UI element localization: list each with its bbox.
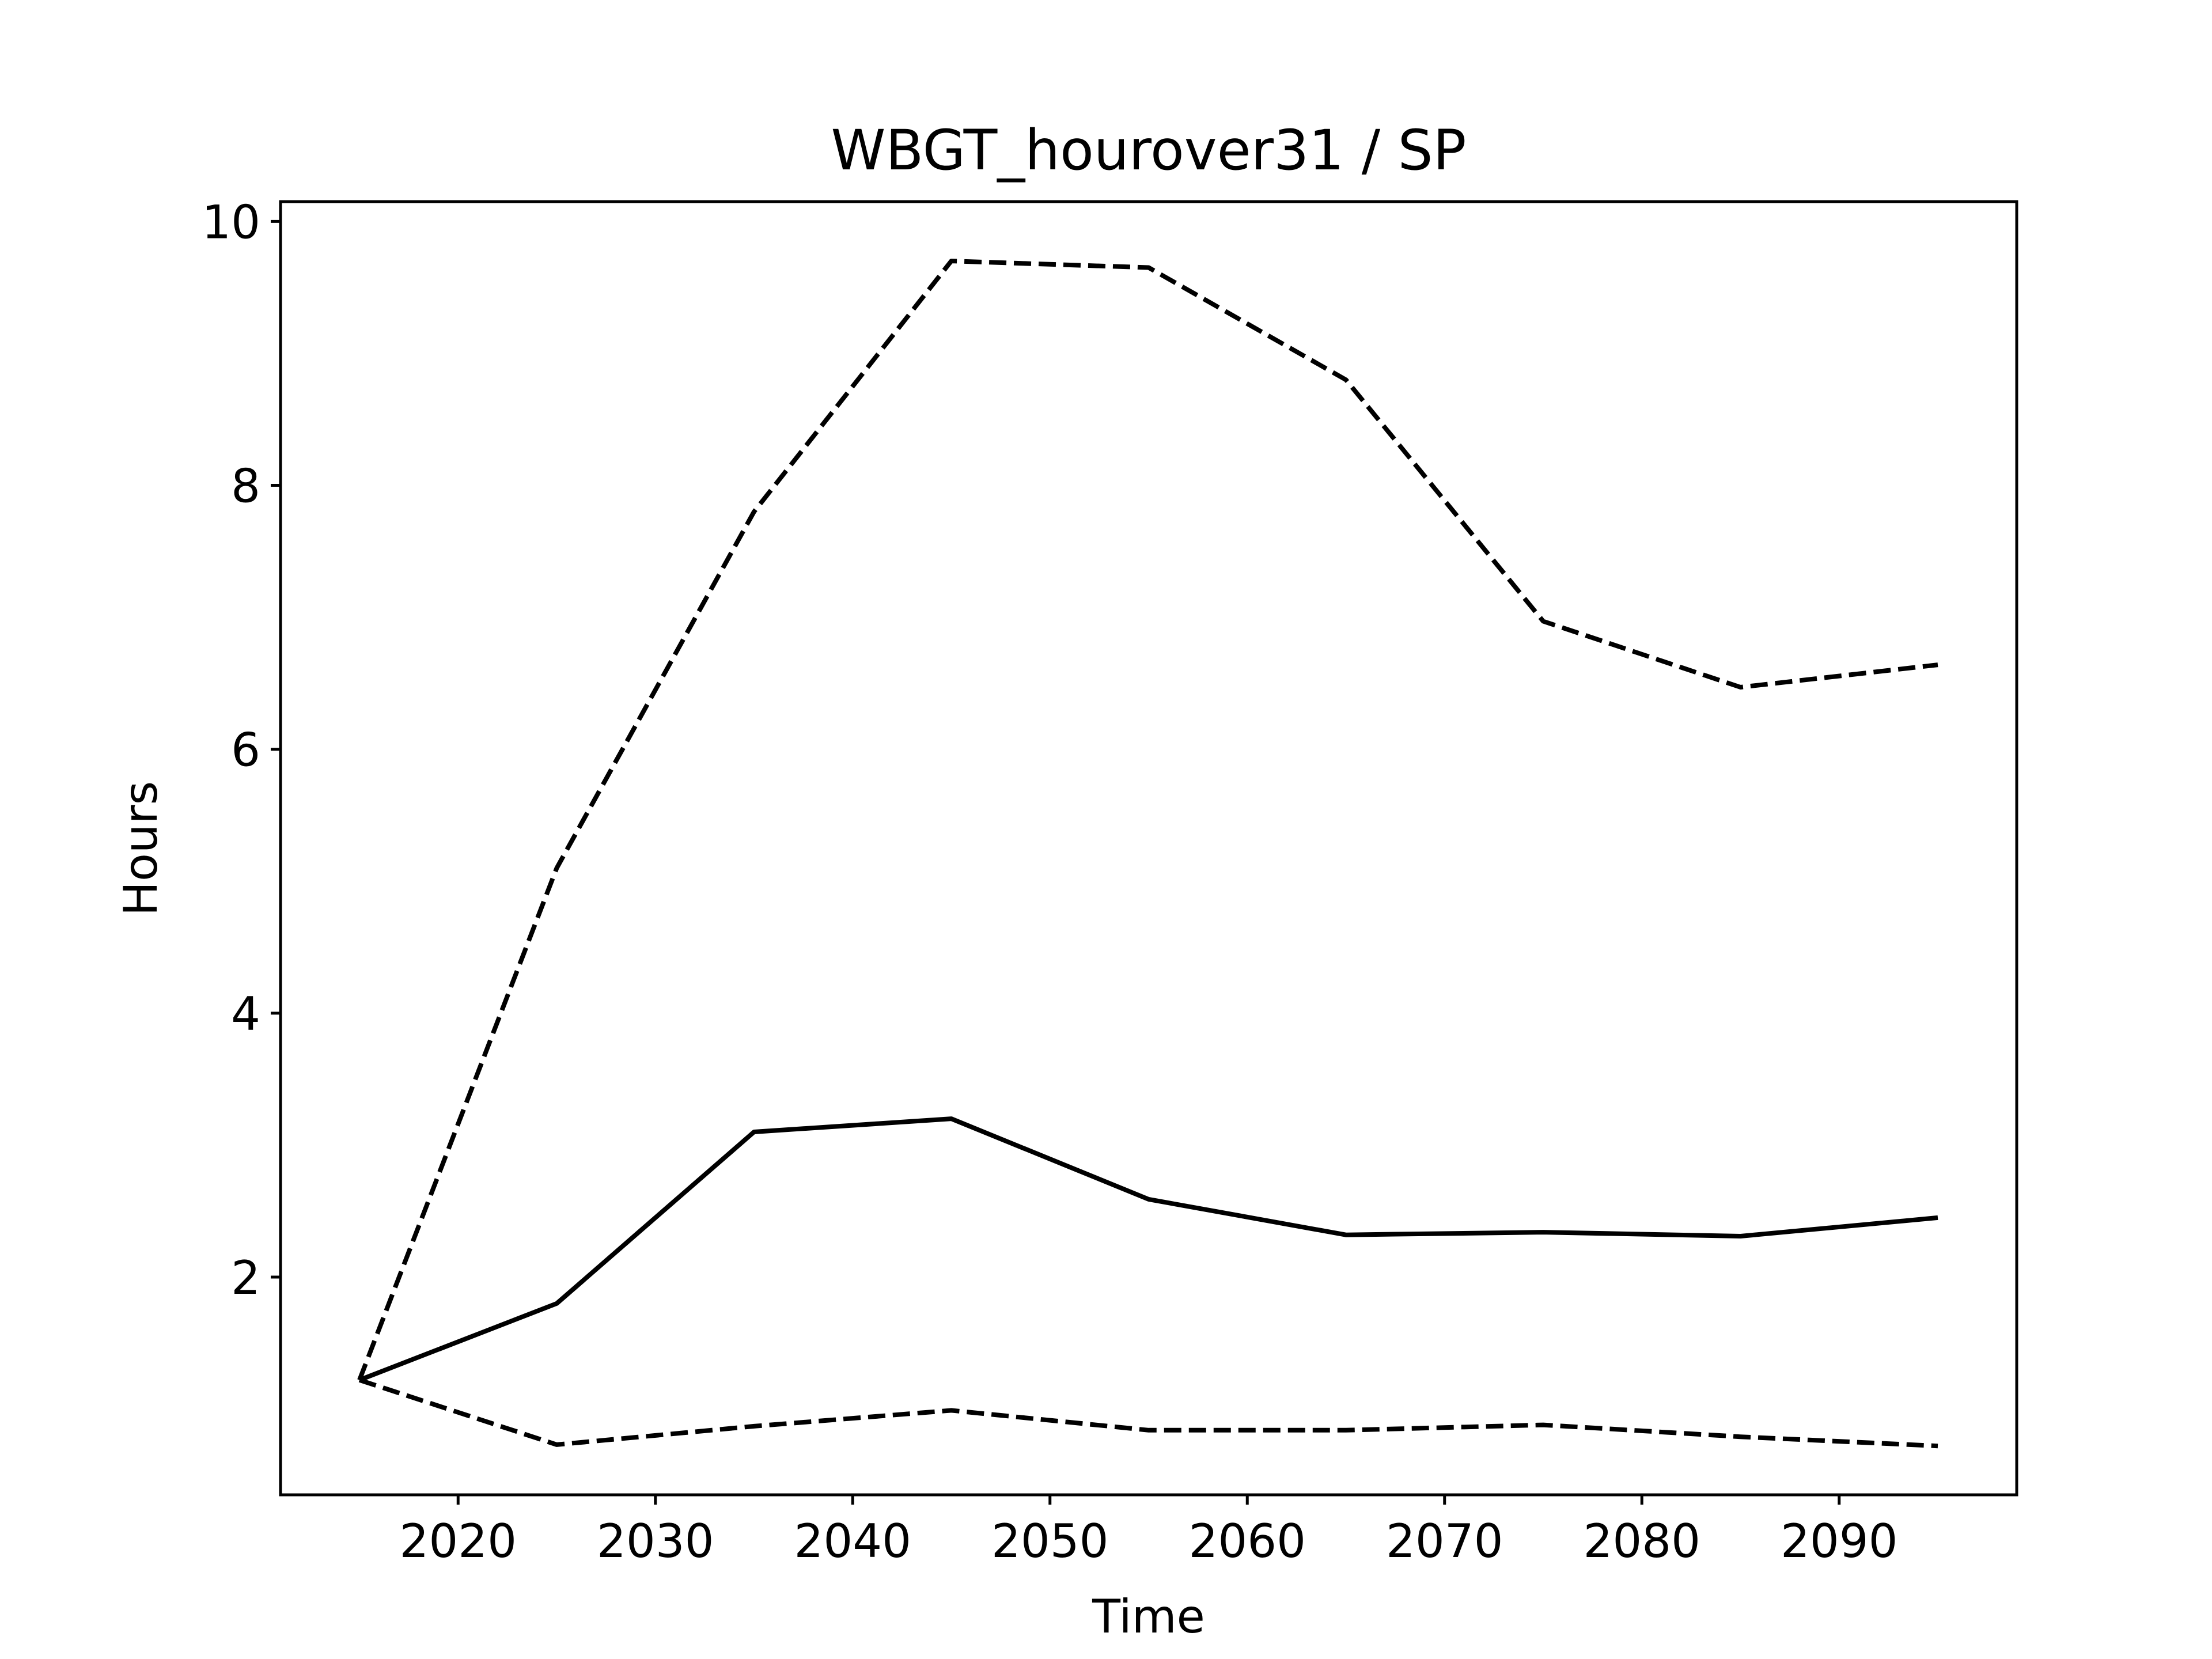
series-layer — [357, 259, 1938, 1449]
y-tick-label: 2 — [231, 1251, 260, 1305]
series-line-2 — [357, 259, 1938, 1381]
x-tick-label: 2050 — [991, 1514, 1109, 1568]
y-tick-label: 6 — [231, 724, 260, 777]
chart-title: WBGT_hourover31 / SP — [831, 118, 1467, 183]
x-tick-label: 2070 — [1386, 1514, 1503, 1568]
series-line-3 — [358, 1377, 1938, 1449]
y-axis-label: Hours — [114, 781, 168, 916]
x-tick-label: 2040 — [794, 1514, 911, 1568]
axes-frame — [279, 200, 2018, 1497]
x-axis: 2020 2030 2040 2050 2060 2070 2080 2090 — [399, 1495, 1898, 1568]
x-axis-label: Time — [1092, 1590, 1205, 1643]
y-tick-label: 10 — [202, 195, 260, 249]
y-tick-label: 8 — [231, 460, 260, 513]
x-tick-label: 2080 — [1583, 1514, 1700, 1568]
x-tick-label: 2060 — [1188, 1514, 1306, 1568]
y-tick-label: 4 — [231, 987, 260, 1041]
x-tick-label: 2030 — [597, 1514, 714, 1568]
x-tick-label: 2020 — [399, 1514, 517, 1568]
x-tick-label: 2090 — [1781, 1514, 1898, 1568]
series-line-1 — [358, 1116, 1938, 1382]
y-axis: 2 4 6 8 10 — [202, 195, 281, 1305]
